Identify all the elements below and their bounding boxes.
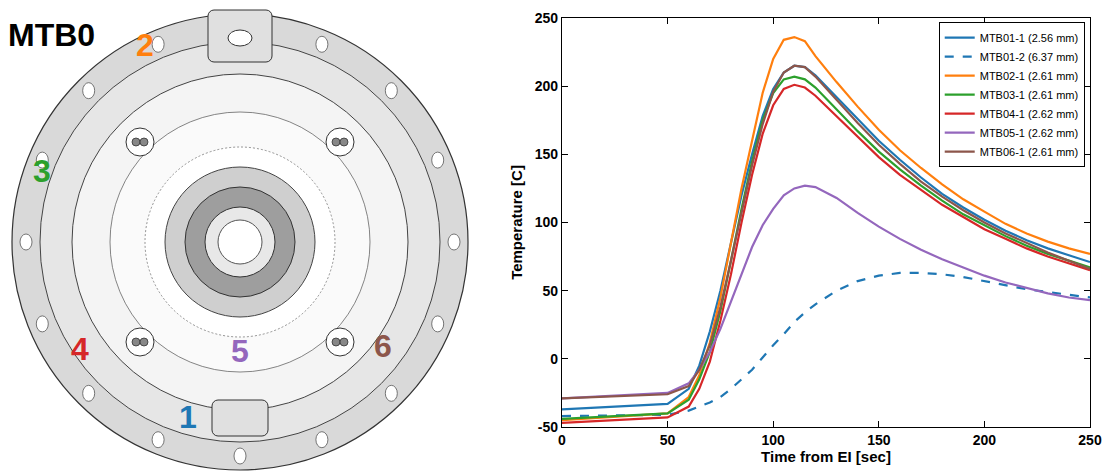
svg-text:250: 250 bbox=[535, 10, 559, 26]
svg-text:0: 0 bbox=[550, 351, 558, 367]
svg-text:MTB06-1 (2.61 mm): MTB06-1 (2.61 mm) bbox=[980, 146, 1078, 158]
svg-text:MTB01-1 (2.56 mm): MTB01-1 (2.56 mm) bbox=[980, 32, 1078, 44]
svg-text:MTB02-1 (2.61 mm): MTB02-1 (2.61 mm) bbox=[980, 70, 1078, 82]
svg-text:5: 5 bbox=[231, 333, 249, 369]
svg-text:MTB05-1 (2.62 mm): MTB05-1 (2.62 mm) bbox=[980, 127, 1078, 139]
svg-text:Temperature [C]: Temperature [C] bbox=[508, 165, 525, 280]
svg-text:6: 6 bbox=[374, 328, 392, 364]
svg-text:MTB0: MTB0 bbox=[8, 17, 95, 53]
svg-text:150: 150 bbox=[867, 432, 891, 448]
svg-text:MTB04-1 (2.62 mm): MTB04-1 (2.62 mm) bbox=[980, 108, 1078, 120]
svg-text:MTB03-1 (2.61 mm): MTB03-1 (2.61 mm) bbox=[980, 89, 1078, 101]
svg-text:100: 100 bbox=[535, 214, 559, 230]
svg-text:-50: -50 bbox=[538, 419, 558, 435]
svg-text:4: 4 bbox=[71, 331, 89, 367]
svg-text:250: 250 bbox=[1078, 432, 1102, 448]
svg-text:Time from EI [sec]: Time from EI [sec] bbox=[761, 448, 891, 465]
svg-text:MTB01-2 (6.37 mm): MTB01-2 (6.37 mm) bbox=[980, 51, 1078, 63]
svg-text:0: 0 bbox=[558, 432, 566, 448]
svg-text:50: 50 bbox=[543, 283, 559, 299]
svg-text:200: 200 bbox=[973, 432, 997, 448]
svg-text:200: 200 bbox=[535, 78, 559, 94]
svg-text:100: 100 bbox=[762, 432, 786, 448]
svg-text:150: 150 bbox=[535, 146, 559, 162]
svg-text:1: 1 bbox=[179, 399, 197, 435]
svg-text:3: 3 bbox=[33, 153, 51, 189]
svg-text:50: 50 bbox=[660, 432, 676, 448]
svg-text:2: 2 bbox=[136, 27, 154, 63]
